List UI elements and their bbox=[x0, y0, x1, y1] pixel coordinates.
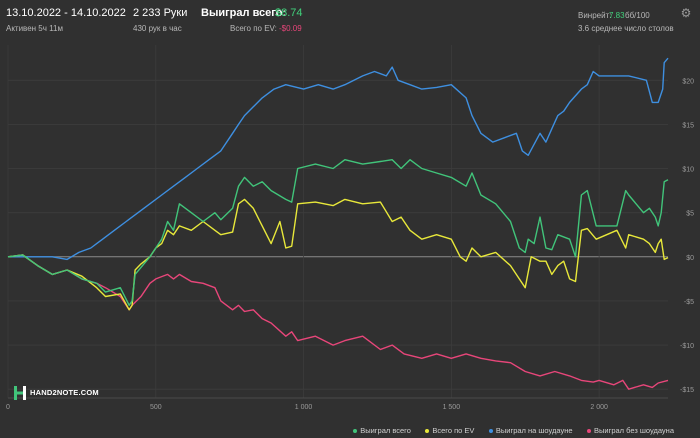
legend-label: Выиграл всего bbox=[360, 426, 411, 435]
y-tick-label: $20 bbox=[682, 78, 694, 85]
legend-dot bbox=[488, 429, 493, 434]
gear-icon[interactable]: ⚙ bbox=[680, 6, 692, 20]
hands-count: 2 233 Руки bbox=[133, 7, 188, 19]
ev-total-value: -$0.09 bbox=[279, 24, 302, 33]
winrate-value: 7.83 bbox=[609, 11, 625, 20]
y-tick-label: $5 bbox=[686, 211, 694, 218]
y-tick-label: $10 bbox=[682, 167, 694, 174]
y-tick-label: -$15 bbox=[680, 387, 694, 394]
y-tick-label: $0 bbox=[686, 255, 694, 262]
legend-label: Выиграл на шоудауне bbox=[495, 426, 573, 435]
header: 13.10.2022 - 14.10.2022 Активен 5ч 11м 2… bbox=[0, 0, 700, 40]
legend-dot bbox=[353, 429, 358, 434]
x-tick-label: 1 500 bbox=[443, 404, 461, 411]
logo-text: HAND2NOTE.COM bbox=[30, 388, 99, 397]
y-tick-label: $15 bbox=[682, 122, 694, 129]
x-tick-label: 2 000 bbox=[590, 404, 608, 411]
legend-item-won[interactable]: Выиграл всего bbox=[353, 426, 411, 435]
avg-tables: 3.6 среднее число столов bbox=[578, 24, 674, 33]
legend-label: Всего по EV bbox=[432, 426, 475, 435]
winrate-label: Винрейт: bbox=[578, 11, 612, 20]
legend-label: Выиграл без шоудауна bbox=[594, 426, 674, 435]
x-tick-label: 0 bbox=[6, 404, 10, 411]
date-range[interactable]: 13.10.2022 - 14.10.2022 bbox=[6, 7, 126, 19]
x-tick-label: 500 bbox=[150, 404, 162, 411]
y-tick-label: -$5 bbox=[684, 299, 694, 306]
active-time: Активен 5ч 11м bbox=[6, 24, 63, 33]
hands-per-hour: 430 рук в час bbox=[133, 24, 182, 33]
chart-legend: Выиграл всего Всего по EV Выиграл на шоу… bbox=[343, 420, 674, 435]
legend-item-showdown[interactable]: Выиграл на шоудауне bbox=[488, 426, 573, 435]
y-tick-label: -$10 bbox=[680, 343, 694, 350]
hand2note-logo-icon bbox=[14, 386, 26, 400]
series-line bbox=[8, 57, 669, 261]
series-line bbox=[7, 159, 669, 306]
legend-item-non-showdown[interactable]: Выиграл без шоудауна bbox=[587, 426, 674, 435]
winrate-unit: бб/100 bbox=[625, 11, 650, 20]
legend-dot bbox=[425, 429, 430, 434]
legend-item-ev[interactable]: Всего по EV bbox=[425, 426, 474, 435]
won-total-value: $8.74 bbox=[275, 7, 303, 19]
won-total-label: Выиграл всего: bbox=[201, 7, 287, 19]
legend-dot bbox=[587, 429, 591, 434]
ev-total-label: Всего по EV: bbox=[230, 24, 277, 33]
x-tick-label: 1 000 bbox=[295, 404, 313, 411]
series-line bbox=[7, 198, 669, 311]
